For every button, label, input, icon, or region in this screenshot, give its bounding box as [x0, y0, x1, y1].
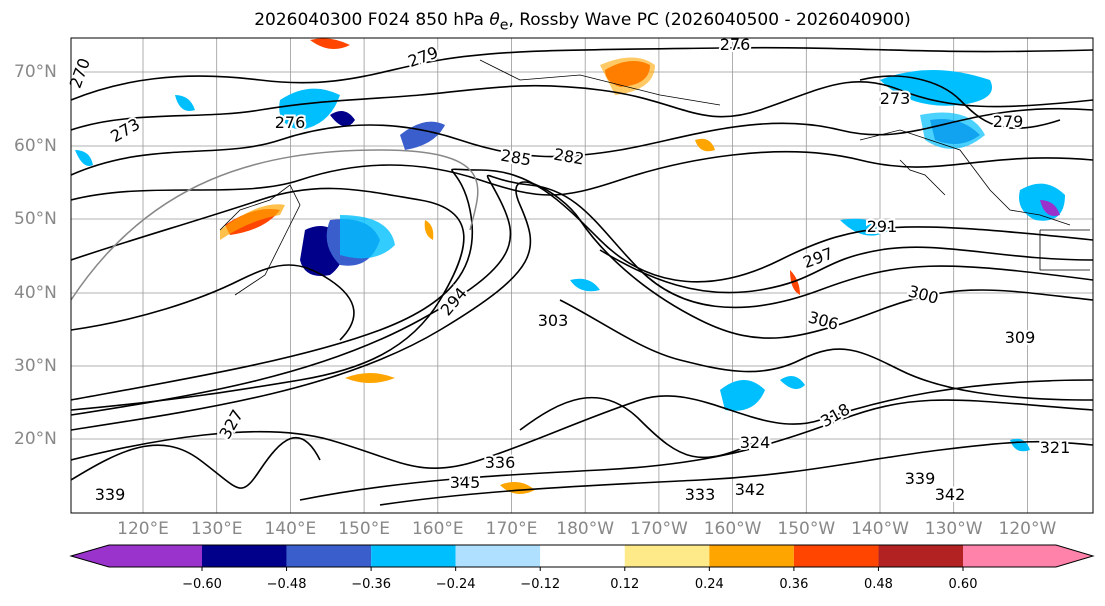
lon-label: 140°E: [264, 519, 317, 539]
colorbar-tick-label: 0.60: [948, 577, 978, 592]
contour-label: 321: [1040, 438, 1071, 457]
map-frame: [70, 37, 1094, 514]
lat-label: 30°N: [14, 356, 57, 376]
contour-label: 279: [993, 112, 1024, 131]
lon-label: 160°W: [703, 519, 762, 539]
chart-title: 2026040300 F024 850 hPa θe, Rossby Wave …: [254, 10, 911, 34]
lon-label: 120°E: [117, 519, 169, 539]
contour-label: 276: [720, 35, 751, 54]
contour-label: 276: [275, 113, 306, 132]
lon-label: 130°E: [190, 519, 243, 539]
colorbar-tick-label: −0.60: [182, 577, 222, 592]
lat-label: 70°N: [14, 62, 57, 82]
lon-label: 120°W: [998, 519, 1057, 539]
contour-label: 345: [450, 473, 481, 492]
contour-label: 282: [552, 145, 585, 169]
colorbar-segment: [793, 545, 879, 567]
contour-lines: [71, 46, 1093, 506]
contour-label: 324: [740, 433, 771, 452]
colorbar-segment: [540, 545, 625, 567]
map-area: [71, 38, 1093, 513]
contour-label: 303: [538, 311, 569, 330]
lon-label: 180°W: [556, 519, 615, 539]
colorbar-tick-label: −0.48: [266, 577, 307, 592]
contour-label: 342: [935, 485, 966, 504]
coastlines: [219, 59, 1090, 296]
lon-label: 130°W: [924, 519, 983, 539]
colorbar-tick-label: −0.24: [435, 577, 476, 592]
colorbar-tick-label: 0.48: [863, 577, 893, 592]
contour-label: 342: [735, 480, 766, 499]
colorbar-segment: [624, 545, 710, 567]
lon-label: 150°W: [777, 519, 836, 539]
lon-label: 170°E: [485, 519, 538, 539]
colorbar-tick-label: 0.24: [694, 577, 724, 592]
lon-label: 140°W: [851, 519, 909, 539]
colorbar: [69, 544, 1095, 571]
contour-label: 333: [685, 485, 716, 504]
contour-label: 291: [867, 217, 898, 236]
contour-label: 273: [880, 89, 911, 108]
colorbar-tick-label: 0.12: [610, 577, 640, 592]
lat-label: 40°N: [14, 283, 57, 303]
lon-label: 160°E: [411, 519, 464, 539]
lat-label: 60°N: [14, 136, 57, 156]
lat-label: 20°N: [14, 429, 57, 449]
colorbar-segment: [286, 545, 372, 567]
colorbar-segment: [371, 545, 456, 567]
great-circle-arc: [71, 149, 479, 301]
colorbar-segment: [709, 545, 794, 567]
colorbar-segment: [878, 545, 963, 567]
colorbar-tick-label: 0.36: [779, 577, 809, 592]
colorbar-tick-label: −0.12: [520, 577, 561, 592]
contour-label: 339: [905, 469, 936, 488]
colorbar-segment: [202, 545, 287, 567]
colorbar-tick-label: −0.36: [351, 577, 392, 592]
contour-label: 339: [95, 485, 126, 504]
colorbar-segment: [455, 545, 541, 567]
colorbar-segment-extend-low: [71, 545, 202, 567]
contour-label: 336: [485, 453, 516, 472]
contour-label: 309: [1005, 328, 1036, 347]
lon-label: 150°E: [338, 519, 390, 539]
lat-label: 50°N: [14, 209, 57, 229]
lon-label: 170°W: [630, 519, 688, 539]
colorbar-segment-extend-high: [963, 545, 1093, 567]
colorbar-outline: [69, 544, 1095, 568]
